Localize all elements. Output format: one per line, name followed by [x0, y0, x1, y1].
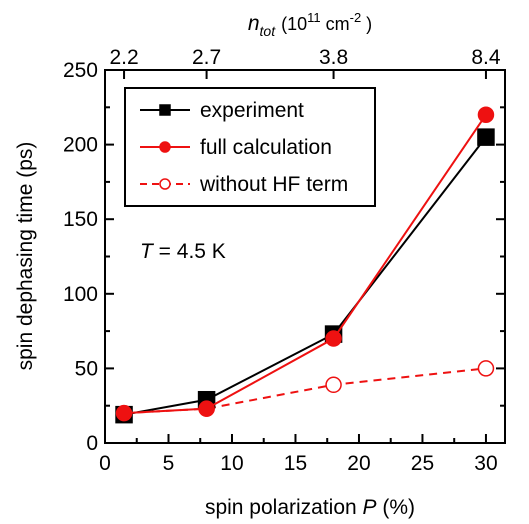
y-tick-label: 250: [63, 59, 98, 82]
y-tick-label: 100: [63, 283, 98, 306]
legend-label: without HF term: [199, 173, 348, 196]
data-point: [325, 330, 342, 347]
top-tick-label: 3.8: [319, 46, 348, 69]
top-tick-label: 2.2: [109, 46, 138, 69]
legend-entry: full calculation: [140, 136, 332, 159]
data-point: [477, 128, 495, 146]
y-tick-label: 200: [63, 134, 98, 157]
y-axis-title: spin dephasing time (ps): [14, 142, 37, 371]
x-tick-label: 5: [163, 452, 175, 475]
x-tick-label: 30: [474, 452, 497, 475]
data-point: [159, 178, 171, 190]
legend: experiment full calculation without HF ter…: [124, 87, 376, 207]
x-tick-label: 25: [411, 452, 434, 475]
data-point: [159, 104, 171, 116]
x-axis-title: spin polarization P (%): [205, 496, 415, 519]
y-tick-label: 0: [86, 432, 98, 455]
legend-entry: experiment: [140, 99, 304, 122]
x-tick-label: 0: [99, 452, 111, 475]
x-tick-label: 10: [220, 452, 243, 475]
legend-label: full calculation: [200, 136, 332, 159]
y-tick-label: 150: [63, 208, 98, 231]
data-point: [477, 360, 495, 377]
top-tick-label: 2.7: [192, 46, 221, 69]
series-line: [123, 136, 487, 416]
series-2: [115, 360, 495, 422]
data-point: [115, 404, 133, 422]
data-point: [477, 106, 495, 124]
data-point: [198, 400, 215, 417]
x-tick-label: 15: [284, 452, 307, 475]
series-line: [123, 114, 487, 415]
top-tick-label: 8.4: [471, 46, 501, 69]
x-tick-label: 20: [347, 452, 370, 475]
top-axis-title: ntot (1011 cm-2 ): [248, 10, 372, 39]
legend-entry: without HF term: [140, 173, 348, 196]
series-1: [115, 106, 495, 422]
temperature-annotation: T = 4.5 K: [140, 240, 226, 263]
series-layer: [115, 106, 495, 424]
y-tick-label: 50: [75, 357, 98, 380]
data-point: [325, 376, 342, 394]
axes: 0 5 10 15 20 25 30 0 50 100 150 200 250 2.2 2.7 3.8 8.4: [63, 46, 506, 475]
legend-label: experiment: [200, 99, 304, 122]
data-point: [159, 141, 171, 153]
series-line: [123, 367, 487, 415]
